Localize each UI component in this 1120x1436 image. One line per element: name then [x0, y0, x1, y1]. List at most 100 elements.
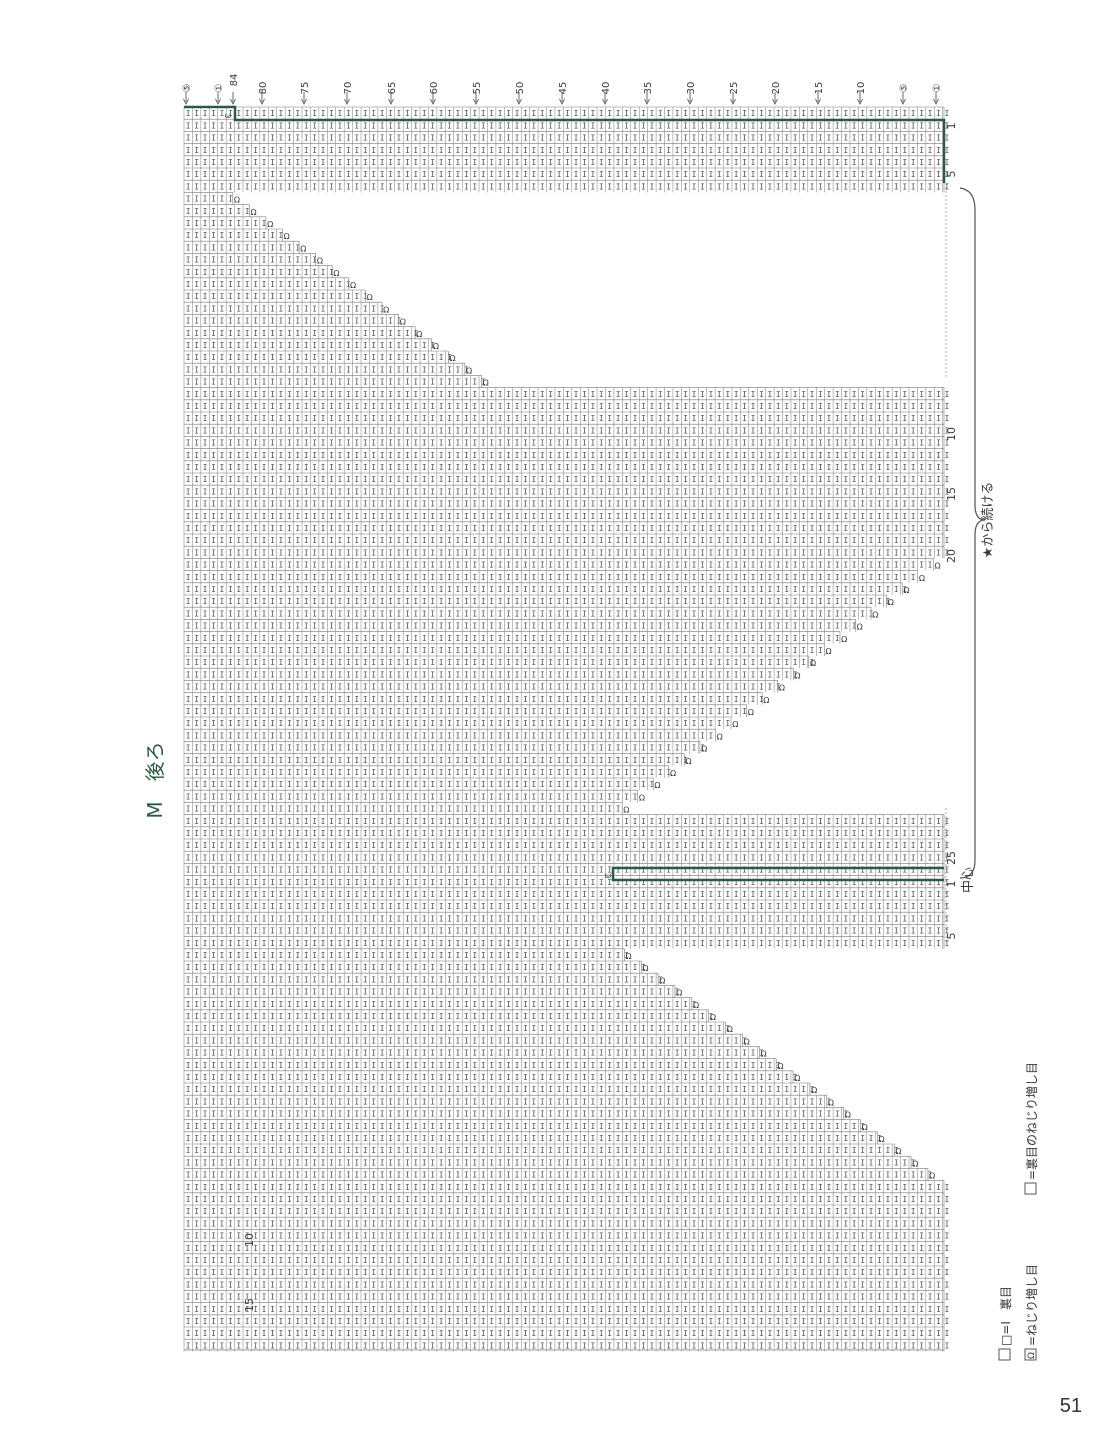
svg-text:I: I — [843, 536, 848, 545]
svg-text:I: I — [262, 548, 267, 557]
svg-text:I: I — [304, 292, 309, 301]
svg-text:I: I — [776, 402, 781, 411]
svg-text:I: I — [489, 536, 494, 545]
svg-text:I: I — [295, 439, 300, 448]
svg-text:I: I — [557, 170, 562, 179]
svg-text:I: I — [236, 475, 241, 484]
svg-text:I: I — [321, 487, 326, 496]
svg-text:I: I — [464, 463, 469, 472]
svg-text:I: I — [793, 548, 798, 557]
stitch-row: I I I I I I I I I I I I I I I I I I I I I I I I I I I I I I I IΩ — [183, 350, 456, 364]
svg-text:I: I — [666, 439, 671, 448]
svg-text:I: I — [194, 109, 199, 118]
svg-text:I: I — [734, 426, 739, 435]
svg-text:I: I — [220, 475, 225, 484]
svg-text:I: I — [220, 390, 225, 399]
svg-text:I: I — [801, 426, 806, 435]
svg-text:I: I — [936, 500, 941, 509]
svg-text:I: I — [641, 182, 646, 191]
svg-text:I: I — [270, 500, 275, 509]
svg-text:I: I — [211, 426, 216, 435]
svg-text:I: I — [211, 402, 216, 411]
svg-text:I: I — [801, 548, 806, 557]
svg-text:I: I — [810, 414, 815, 423]
svg-text:I: I — [228, 280, 233, 289]
svg-text:I: I — [430, 414, 435, 423]
svg-text:I: I — [860, 451, 865, 460]
svg-text:I: I — [658, 426, 663, 435]
svg-text:I: I — [228, 487, 233, 496]
svg-text:I: I — [253, 500, 258, 509]
svg-text:I: I — [919, 402, 924, 411]
svg-text:I: I — [236, 146, 241, 155]
svg-text:I: I — [590, 451, 595, 460]
svg-text:I: I — [236, 524, 241, 533]
svg-text:I: I — [607, 170, 612, 179]
svg-text:I: I — [405, 182, 410, 191]
svg-text:I: I — [540, 439, 545, 448]
svg-text:I: I — [481, 463, 486, 472]
svg-text:I: I — [599, 426, 604, 435]
svg-text:I: I — [388, 182, 393, 191]
svg-text:I: I — [869, 170, 874, 179]
svg-text:I: I — [279, 170, 284, 179]
svg-text:I: I — [422, 341, 427, 350]
svg-text:I: I — [194, 439, 199, 448]
svg-text:I: I — [329, 365, 334, 374]
svg-text:I: I — [220, 426, 225, 435]
svg-text:I: I — [186, 500, 191, 509]
svg-text:I: I — [810, 451, 815, 460]
svg-text:I: I — [616, 524, 621, 533]
svg-text:I: I — [388, 341, 393, 350]
svg-text:I: I — [236, 414, 241, 423]
svg-text:I: I — [599, 146, 604, 155]
svg-text:I: I — [742, 500, 747, 509]
svg-text:I: I — [725, 414, 730, 423]
svg-text:I: I — [481, 121, 486, 130]
svg-text:I: I — [354, 548, 359, 557]
svg-text:I: I — [565, 475, 570, 484]
svg-text:I: I — [801, 109, 806, 118]
svg-text:I: I — [498, 182, 503, 191]
svg-text:I: I — [321, 292, 326, 301]
svg-text:I: I — [683, 548, 688, 557]
svg-text:I: I — [557, 390, 562, 399]
svg-text:I: I — [607, 146, 612, 155]
svg-text:I: I — [590, 561, 595, 570]
svg-text:I: I — [877, 451, 882, 460]
svg-text:I: I — [928, 548, 933, 557]
svg-text:I: I — [767, 146, 772, 155]
svg-text:I: I — [666, 475, 671, 484]
svg-text:I: I — [329, 182, 334, 191]
svg-text:I: I — [279, 341, 284, 350]
svg-text:I: I — [919, 109, 924, 118]
svg-text:I: I — [911, 414, 916, 423]
svg-text:I: I — [203, 146, 208, 155]
svg-text:I: I — [380, 317, 385, 326]
svg-text:I: I — [784, 475, 789, 484]
svg-text:I: I — [700, 134, 705, 143]
svg-text:I: I — [312, 134, 317, 143]
svg-text:I: I — [245, 182, 250, 191]
svg-text:I: I — [228, 548, 233, 557]
row-label: 20 — [945, 549, 958, 563]
svg-text:I: I — [329, 414, 334, 423]
svg-text:I: I — [186, 207, 191, 216]
svg-text:I: I — [397, 475, 402, 484]
purl-symbol-box — [998, 1348, 1011, 1361]
svg-text:I: I — [835, 414, 840, 423]
svg-text:I: I — [767, 109, 772, 118]
svg-text:I: I — [498, 573, 503, 582]
svg-text:I: I — [506, 561, 511, 570]
svg-text:I: I — [717, 451, 722, 460]
svg-text:I: I — [810, 524, 815, 533]
svg-text:I: I — [203, 292, 208, 301]
svg-text:I: I — [329, 487, 334, 496]
svg-text:I: I — [211, 487, 216, 496]
svg-text:I: I — [270, 341, 275, 350]
svg-text:I: I — [371, 365, 376, 374]
svg-text:I: I — [928, 524, 933, 533]
svg-text:I: I — [397, 146, 402, 155]
svg-text:I: I — [911, 561, 916, 570]
